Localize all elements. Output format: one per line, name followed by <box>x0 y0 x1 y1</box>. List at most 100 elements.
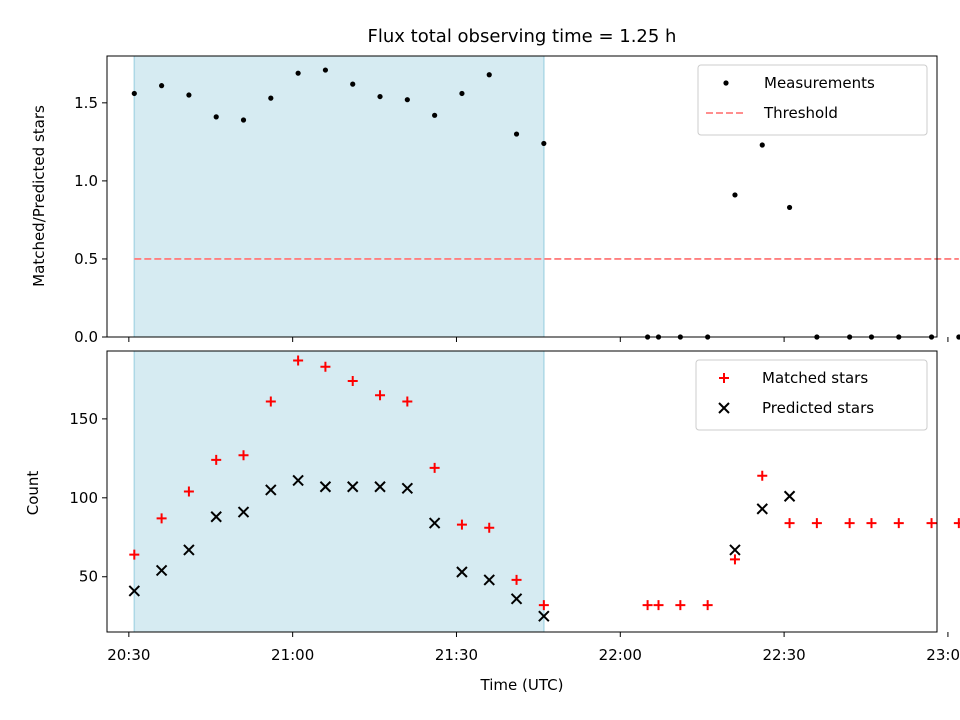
legend-box <box>697 64 928 136</box>
predicted-point <box>783 490 796 502</box>
measurement-point <box>295 70 301 76</box>
x-tick-label: 23:00 <box>926 646 960 664</box>
matched-point <box>653 600 664 611</box>
x-tick-label: 22:30 <box>762 646 805 664</box>
legend-label: Threshold <box>763 104 838 122</box>
matched-point <box>129 549 140 560</box>
x-tick-label: 21:00 <box>271 646 314 664</box>
predicted-point <box>538 610 550 622</box>
matched-point <box>238 450 249 461</box>
bottom-panel: 50 100 150 20:30 21:00 21:30 22:00 22:30 23:00 Ma… <box>69 350 960 664</box>
legend-box <box>695 359 928 431</box>
legend-label: Predicted stars <box>762 399 874 417</box>
matched-point <box>784 518 795 529</box>
measurement-point <box>956 334 960 340</box>
measurement-point <box>322 67 329 73</box>
measurement-point <box>268 95 274 101</box>
measurement-point <box>486 72 492 78</box>
legend-label: Matched stars <box>762 369 868 387</box>
matched-point <box>757 470 768 481</box>
measurement-point <box>541 140 547 147</box>
measurement-point <box>377 93 383 100</box>
y-tick-label: 0.0 <box>74 328 98 346</box>
predicted-point <box>319 481 332 493</box>
y-tick-label: 50 <box>79 568 98 586</box>
predicted-point <box>237 506 250 518</box>
x-tick-label: 22:00 <box>599 646 642 664</box>
bottom-plot-frame <box>106 350 938 633</box>
matched-point <box>402 396 413 407</box>
y-tick-label: 100 <box>69 489 98 507</box>
x-tick-label: 20:30 <box>107 646 150 664</box>
predicted-point <box>729 544 741 556</box>
matched-point <box>156 513 167 524</box>
predicted-point <box>210 511 222 523</box>
predicted-point <box>155 564 168 577</box>
measurement-point <box>759 142 765 148</box>
predicted-point <box>347 481 359 493</box>
matched-point <box>484 522 495 533</box>
measurement-point <box>786 204 793 211</box>
matched-point <box>702 600 713 611</box>
matched-point <box>375 390 386 401</box>
measurement-point <box>459 90 465 97</box>
predicted-point <box>265 484 277 496</box>
matched-point <box>211 454 222 465</box>
matched-point <box>456 519 467 530</box>
matched-point <box>844 518 855 529</box>
bottom-legend: Matched stars Predicted stars <box>695 359 928 431</box>
matched-point <box>953 518 960 529</box>
matched-point <box>511 574 522 585</box>
measurement-point <box>432 112 438 118</box>
top-panel: 0.0 0.5 1.0 1.5 Measurements Threshold <box>74 55 960 346</box>
predicted-point <box>183 544 195 556</box>
predicted-point <box>292 474 304 487</box>
matched-point <box>293 355 304 366</box>
predicted-point <box>456 566 468 578</box>
matched-point <box>429 462 440 473</box>
legend-predicted-swatch <box>718 402 730 414</box>
chart-title: Flux total observing time = 1.25 h <box>368 26 677 47</box>
predicted-point <box>128 585 141 597</box>
shaded-interval <box>134 351 544 632</box>
bottom-y-axis-label: Count <box>24 471 42 516</box>
predicted-point <box>428 517 441 529</box>
legend-label: Measurements <box>764 74 875 92</box>
matched-point <box>893 518 904 529</box>
predicted-point <box>374 481 386 493</box>
predicted-point <box>510 593 523 605</box>
y-tick-label: 0.5 <box>74 250 98 268</box>
matched-point <box>347 375 358 386</box>
measurement-point <box>732 192 738 198</box>
matched-point <box>320 361 331 372</box>
matched-point <box>729 554 740 565</box>
x-axis-label: Time (UTC) <box>480 676 564 694</box>
matched-point <box>642 600 653 611</box>
measurement-point <box>213 114 219 120</box>
measurement-point <box>159 83 165 89</box>
shaded-interval <box>134 56 544 337</box>
measurement-point <box>350 81 356 87</box>
matched-point <box>926 518 937 529</box>
top-y-axis-label: Matched/Predicted stars <box>30 105 48 287</box>
matched-point <box>675 600 686 611</box>
matched-point <box>866 518 877 529</box>
predicted-point <box>483 574 495 586</box>
measurement-point <box>186 92 192 98</box>
matched-point <box>811 518 822 529</box>
y-tick-label: 1.0 <box>74 172 98 190</box>
top-plot-frame <box>106 55 938 338</box>
matched-point <box>538 600 549 611</box>
predicted-point <box>401 482 414 495</box>
legend-matched-swatch <box>719 373 729 383</box>
predicted-point <box>756 503 768 515</box>
measurement-point <box>240 117 247 123</box>
matched-point <box>183 486 194 497</box>
x-tick-label: 21:30 <box>435 646 478 664</box>
y-tick-label: 150 <box>69 410 98 428</box>
y-tick-label: 1.5 <box>74 94 98 112</box>
matched-point <box>265 396 276 407</box>
legend-measurement-swatch <box>723 80 729 86</box>
top-legend: Measurements Threshold <box>697 64 928 136</box>
